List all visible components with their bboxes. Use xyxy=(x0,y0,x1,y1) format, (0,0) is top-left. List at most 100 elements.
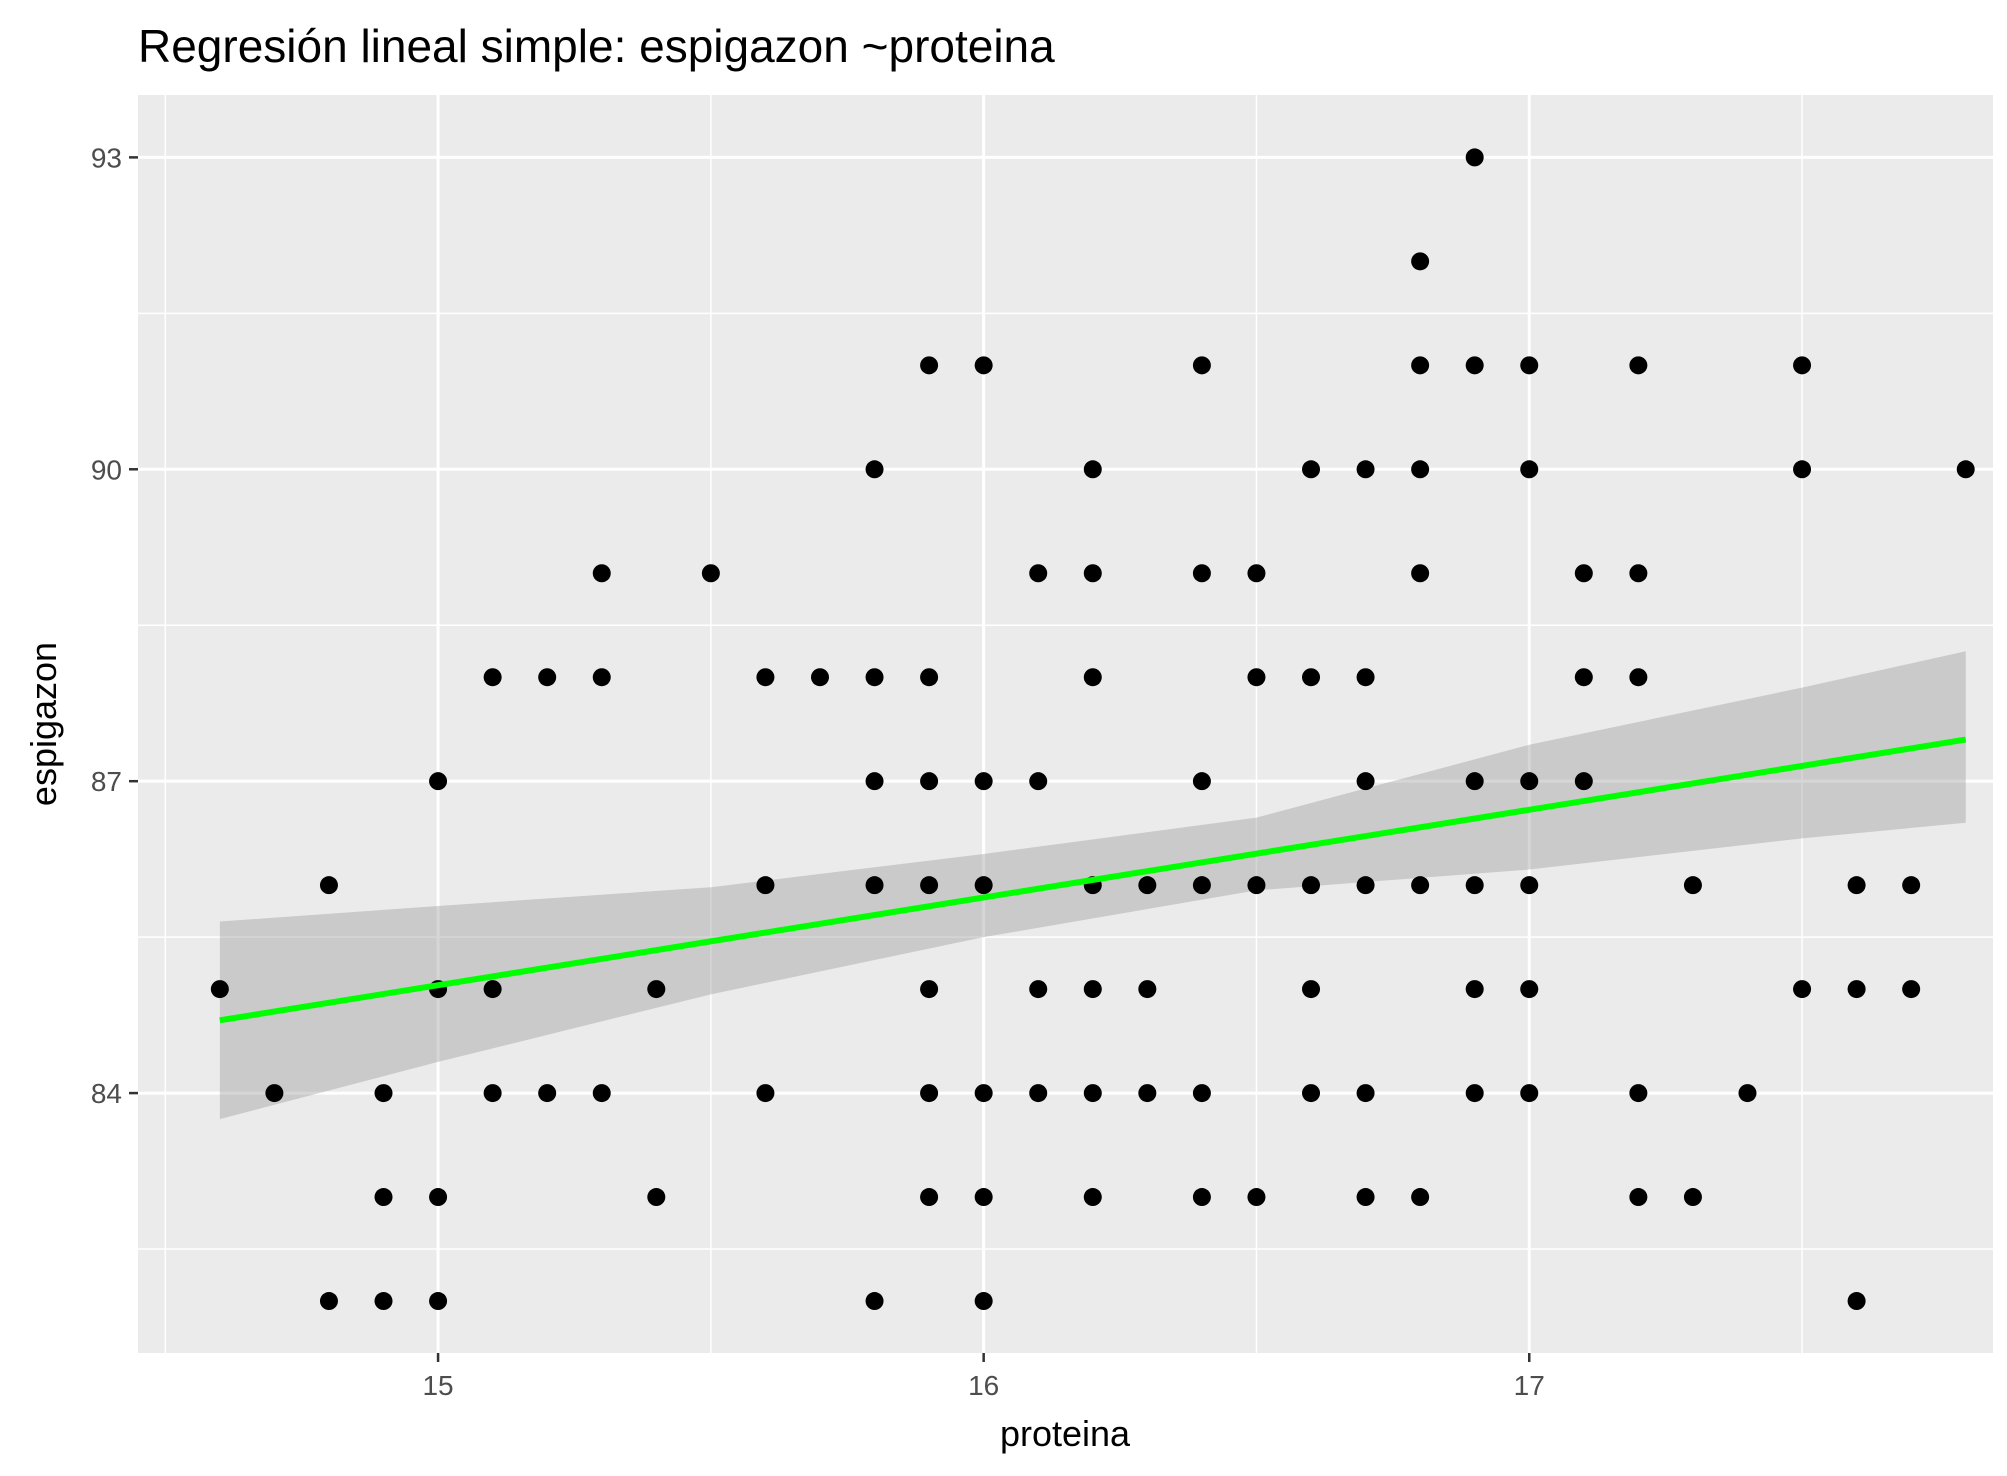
data-point xyxy=(1629,668,1648,687)
data-point xyxy=(974,1084,993,1103)
data-point xyxy=(483,980,502,999)
data-point xyxy=(756,876,775,895)
data-point xyxy=(1192,876,1211,895)
data-point xyxy=(1138,876,1157,895)
data-point xyxy=(1847,1292,1866,1311)
data-point xyxy=(1192,564,1211,583)
data-point xyxy=(1356,1188,1375,1207)
x-axis-ticks: 15 16 17 xyxy=(422,1353,1545,1401)
data-point xyxy=(1465,980,1484,999)
data-point xyxy=(429,1292,448,1311)
data-point xyxy=(592,668,611,687)
data-point xyxy=(1138,980,1157,999)
data-point xyxy=(974,356,993,375)
data-point xyxy=(1247,876,1266,895)
major-gridlines xyxy=(138,95,1993,1353)
data-point xyxy=(1793,460,1812,479)
data-point xyxy=(1356,1084,1375,1103)
data-point xyxy=(756,668,775,687)
data-point xyxy=(974,772,993,791)
data-point xyxy=(429,1188,448,1207)
data-point xyxy=(210,980,229,999)
data-point xyxy=(920,876,939,895)
data-point xyxy=(1356,668,1375,687)
data-point xyxy=(920,1084,939,1103)
regression-line xyxy=(219,736,1967,1024)
data-point xyxy=(974,1292,993,1311)
data-point xyxy=(1356,772,1375,791)
y-axis-title: espigazon xyxy=(23,642,64,806)
data-point xyxy=(319,1292,338,1311)
data-point xyxy=(1247,1188,1266,1207)
data-point xyxy=(374,1292,393,1311)
data-point xyxy=(1192,356,1211,375)
data-point xyxy=(1465,876,1484,895)
y-tick-label: 93 xyxy=(91,142,122,173)
data-point xyxy=(374,1084,393,1103)
data-point xyxy=(865,1292,884,1311)
data-point xyxy=(1192,1188,1211,1207)
data-point xyxy=(1356,460,1375,479)
data-point xyxy=(1465,148,1484,167)
data-point xyxy=(1302,668,1321,687)
data-point xyxy=(538,668,557,687)
data-point xyxy=(1192,772,1211,791)
data-points xyxy=(210,148,1975,1311)
data-point xyxy=(483,1084,502,1103)
data-point xyxy=(1683,876,1702,895)
data-point xyxy=(1411,252,1430,271)
data-point xyxy=(1083,1084,1102,1103)
data-point xyxy=(1029,564,1048,583)
data-point xyxy=(1411,1188,1430,1207)
data-point xyxy=(1138,1084,1157,1103)
data-point xyxy=(974,1188,993,1207)
chart-title: Regresión lineal simple: espigazon ~prot… xyxy=(138,20,1055,72)
data-point xyxy=(1083,1188,1102,1207)
data-point xyxy=(429,772,448,791)
data-point xyxy=(865,460,884,479)
data-point xyxy=(1520,772,1539,791)
data-point xyxy=(1847,876,1866,895)
data-point xyxy=(1356,876,1375,895)
data-point xyxy=(1902,980,1921,999)
data-point xyxy=(647,980,666,999)
y-tick-label: 84 xyxy=(91,1078,122,1109)
data-point xyxy=(592,564,611,583)
y-axis-ticks: 84 87 90 93 xyxy=(91,142,138,1109)
data-point xyxy=(1083,564,1102,583)
data-point xyxy=(1029,772,1048,791)
data-point xyxy=(920,772,939,791)
data-point xyxy=(974,876,993,895)
data-point xyxy=(1520,1084,1539,1103)
data-point xyxy=(1247,668,1266,687)
data-point xyxy=(1465,772,1484,791)
x-tick-label: 16 xyxy=(968,1370,999,1401)
y-tick-label: 90 xyxy=(91,454,122,485)
data-point xyxy=(1793,980,1812,999)
data-point xyxy=(1302,460,1321,479)
data-point xyxy=(1574,772,1593,791)
data-point xyxy=(1411,876,1430,895)
data-point xyxy=(1902,876,1921,895)
data-point xyxy=(374,1188,393,1207)
data-point xyxy=(920,356,939,375)
data-point xyxy=(1520,980,1539,999)
data-point xyxy=(865,668,884,687)
data-point xyxy=(1192,1084,1211,1103)
x-tick-label: 17 xyxy=(1514,1370,1545,1401)
data-point xyxy=(1520,876,1539,895)
plot-panel xyxy=(138,95,1993,1353)
data-point xyxy=(1029,980,1048,999)
data-point xyxy=(1083,668,1102,687)
data-point xyxy=(1083,460,1102,479)
data-point xyxy=(1411,356,1430,375)
data-point xyxy=(810,668,829,687)
data-point xyxy=(319,876,338,895)
data-point xyxy=(1083,980,1102,999)
data-point xyxy=(1520,460,1539,479)
data-point xyxy=(1411,564,1430,583)
data-point xyxy=(1247,564,1266,583)
data-point xyxy=(1411,460,1430,479)
data-point xyxy=(865,772,884,791)
data-point xyxy=(1956,460,1975,479)
